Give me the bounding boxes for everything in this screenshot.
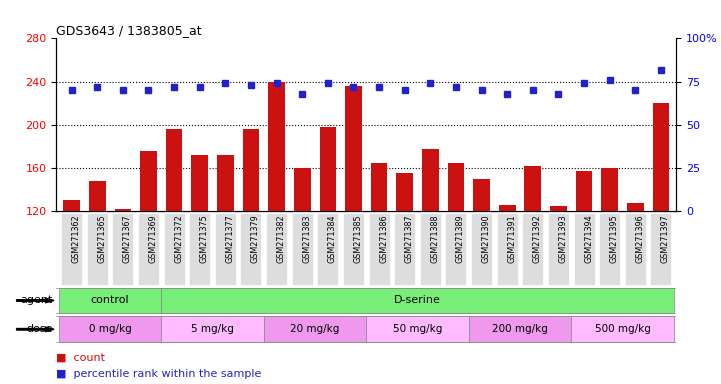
Bar xyxy=(162,316,264,342)
Bar xyxy=(138,213,159,285)
Bar xyxy=(241,213,262,285)
Text: GSM271372: GSM271372 xyxy=(174,214,183,263)
Bar xyxy=(366,316,469,342)
Text: control: control xyxy=(91,295,129,306)
Bar xyxy=(140,151,156,211)
Text: 200 mg/kg: 200 mg/kg xyxy=(492,324,548,334)
Text: GSM271393: GSM271393 xyxy=(559,214,567,263)
Bar xyxy=(422,149,438,211)
Text: GSM271385: GSM271385 xyxy=(353,214,363,263)
Text: 5 mg/kg: 5 mg/kg xyxy=(191,324,234,334)
Bar xyxy=(345,86,362,211)
Text: GSM271362: GSM271362 xyxy=(71,214,81,263)
Bar xyxy=(368,213,389,285)
Text: ■  percentile rank within the sample: ■ percentile rank within the sample xyxy=(56,369,262,379)
Bar xyxy=(650,213,671,285)
Text: ■  count: ■ count xyxy=(56,353,105,363)
Text: GSM271388: GSM271388 xyxy=(430,214,439,263)
Text: GSM271379: GSM271379 xyxy=(251,214,260,263)
Bar xyxy=(319,127,336,211)
Bar xyxy=(524,166,541,211)
Bar xyxy=(162,288,673,313)
Bar xyxy=(499,205,516,211)
Text: GSM271377: GSM271377 xyxy=(226,214,234,263)
Text: GSM271367: GSM271367 xyxy=(123,214,132,263)
Bar xyxy=(653,103,669,211)
Bar xyxy=(420,213,441,285)
Bar xyxy=(266,213,287,285)
Bar xyxy=(571,316,673,342)
Bar xyxy=(264,316,366,342)
Text: 50 mg/kg: 50 mg/kg xyxy=(393,324,442,334)
Text: 20 mg/kg: 20 mg/kg xyxy=(291,324,340,334)
Text: GSM271392: GSM271392 xyxy=(533,214,541,263)
Bar xyxy=(573,213,595,285)
Bar xyxy=(446,213,466,285)
Bar xyxy=(61,213,82,285)
Bar xyxy=(294,168,311,211)
Text: GSM271396: GSM271396 xyxy=(635,214,645,263)
Bar xyxy=(627,203,644,211)
Text: GSM271365: GSM271365 xyxy=(97,214,106,263)
Bar xyxy=(343,213,364,285)
Bar xyxy=(217,155,234,211)
Text: dose: dose xyxy=(26,324,53,334)
Bar xyxy=(473,179,490,211)
Text: GSM271390: GSM271390 xyxy=(482,214,490,263)
Bar xyxy=(397,174,413,211)
Bar xyxy=(189,213,211,285)
Bar xyxy=(292,213,313,285)
Bar xyxy=(548,213,569,285)
Bar xyxy=(550,206,567,211)
Text: GSM271389: GSM271389 xyxy=(456,214,465,263)
Bar xyxy=(394,213,415,285)
Bar xyxy=(268,81,285,211)
Bar xyxy=(59,288,162,313)
Bar xyxy=(63,200,80,211)
Bar xyxy=(599,213,620,285)
Bar xyxy=(625,213,646,285)
Bar xyxy=(371,162,387,211)
Bar xyxy=(215,213,236,285)
Text: D-serine: D-serine xyxy=(394,295,441,306)
Bar xyxy=(87,213,107,285)
Bar xyxy=(469,316,571,342)
Bar xyxy=(115,209,131,211)
Text: GSM271386: GSM271386 xyxy=(379,214,388,263)
Text: GSM271397: GSM271397 xyxy=(661,214,670,263)
Text: GSM271395: GSM271395 xyxy=(610,214,619,263)
Bar xyxy=(522,213,544,285)
Bar xyxy=(448,162,464,211)
Bar xyxy=(243,129,260,211)
Text: GSM271387: GSM271387 xyxy=(404,214,414,263)
Bar xyxy=(576,171,593,211)
Text: agent: agent xyxy=(20,295,53,306)
Text: 0 mg/kg: 0 mg/kg xyxy=(89,324,131,334)
Bar xyxy=(317,213,338,285)
Text: GSM271375: GSM271375 xyxy=(200,214,208,263)
Bar xyxy=(164,213,185,285)
Bar xyxy=(59,316,162,342)
Text: GSM271391: GSM271391 xyxy=(507,214,516,263)
Text: GSM271369: GSM271369 xyxy=(149,214,157,263)
Bar xyxy=(89,181,105,211)
Bar xyxy=(112,213,133,285)
Bar xyxy=(166,129,182,211)
Bar xyxy=(471,213,492,285)
Text: GSM271383: GSM271383 xyxy=(302,214,311,263)
Bar xyxy=(191,155,208,211)
Bar xyxy=(601,168,618,211)
Text: GSM271384: GSM271384 xyxy=(328,214,337,263)
Text: GSM271382: GSM271382 xyxy=(277,214,286,263)
Text: GDS3643 / 1383805_at: GDS3643 / 1383805_at xyxy=(56,24,202,37)
Bar xyxy=(497,213,518,285)
Text: GSM271394: GSM271394 xyxy=(584,214,593,263)
Text: 500 mg/kg: 500 mg/kg xyxy=(595,324,650,334)
